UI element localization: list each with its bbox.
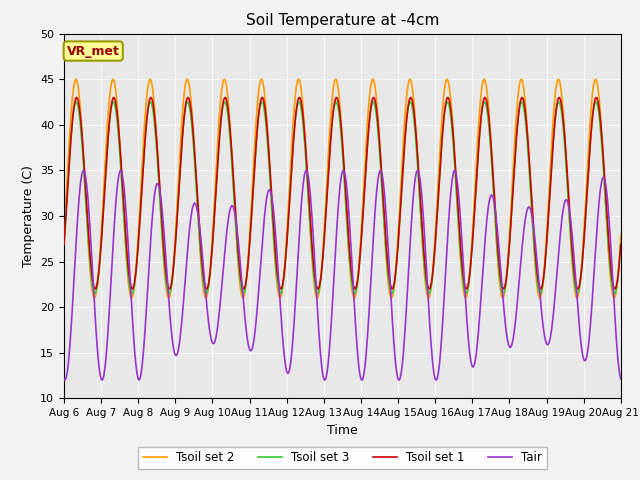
- Tsoil set 1: [184, 95, 191, 100]
- Tsoil set 1: [335, 106, 343, 111]
- Tsoil set 2: [499, 295, 506, 301]
- Tair: [79, 168, 87, 173]
- Tsoil set 2: [60, 232, 68, 238]
- Line: Tsoil set 2: Tsoil set 2: [64, 79, 621, 298]
- Tsoil set 2: [335, 88, 342, 94]
- Tair: [208, 338, 216, 344]
- Tsoil set 2: [444, 77, 451, 83]
- Tsoil set 3: [617, 241, 625, 247]
- X-axis label: Time: Time: [327, 424, 358, 437]
- Tsoil set 1: [72, 95, 80, 100]
- Tsoil set 2: [568, 248, 575, 254]
- Tsoil set 3: [208, 252, 216, 257]
- Tsoil set 1: [445, 95, 452, 101]
- Tsoil set 1: [617, 241, 625, 247]
- Tair: [568, 223, 575, 229]
- Tair: [445, 222, 452, 228]
- Text: VR_met: VR_met: [67, 45, 120, 58]
- Tsoil set 3: [91, 290, 99, 296]
- Tsoil set 1: [568, 235, 575, 240]
- Line: Tsoil set 1: Tsoil set 1: [64, 97, 621, 289]
- Line: Tsoil set 3: Tsoil set 3: [64, 102, 621, 293]
- Tsoil set 3: [184, 99, 191, 105]
- Tsoil set 1: [208, 252, 216, 257]
- Tsoil set 2: [617, 232, 625, 238]
- Tair: [335, 191, 343, 197]
- Tsoil set 1: [91, 286, 99, 292]
- Tsoil set 1: [60, 241, 68, 247]
- Tsoil set 2: [183, 76, 191, 82]
- Tair: [60, 376, 68, 382]
- Tsoil set 3: [335, 113, 343, 119]
- Tsoil set 1: [390, 284, 397, 289]
- Y-axis label: Temperature (C): Temperature (C): [22, 165, 35, 267]
- Tsoil set 3: [445, 100, 452, 106]
- Tsoil set 2: [207, 256, 215, 262]
- Tsoil set 3: [568, 244, 575, 250]
- Line: Tair: Tair: [64, 170, 621, 380]
- Tsoil set 3: [390, 287, 397, 293]
- Tsoil set 2: [72, 76, 79, 82]
- Tair: [184, 246, 191, 252]
- Legend: Tsoil set 2, Tsoil set 3, Tsoil set 1, Tair: Tsoil set 2, Tsoil set 3, Tsoil set 1, T…: [138, 447, 547, 469]
- Tsoil set 2: [389, 293, 397, 299]
- Tair: [61, 377, 68, 383]
- Tsoil set 3: [60, 241, 68, 247]
- Tair: [617, 376, 625, 382]
- Tair: [390, 334, 397, 340]
- Title: Soil Temperature at -4cm: Soil Temperature at -4cm: [246, 13, 439, 28]
- Tsoil set 3: [72, 99, 80, 105]
